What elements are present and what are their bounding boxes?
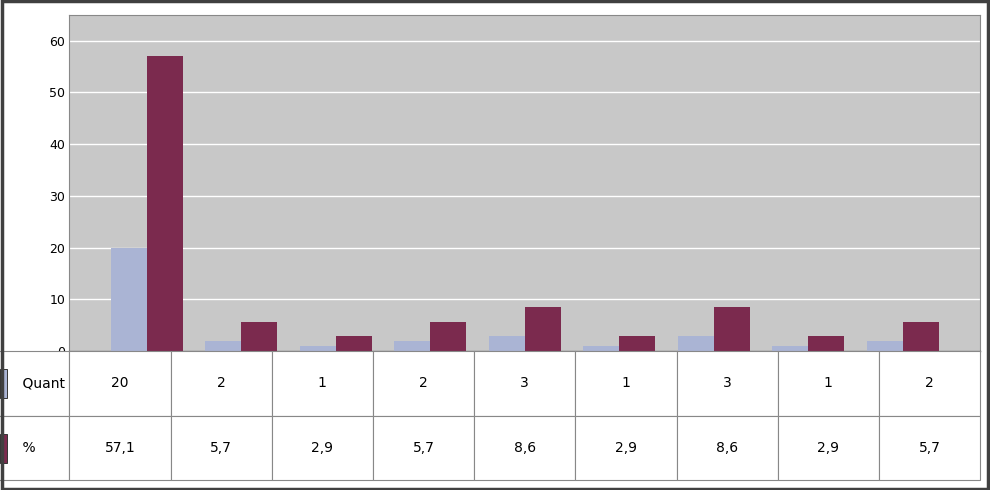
Bar (336, 336, 371, 351)
Bar (867, 341, 903, 351)
Bar (903, 322, 939, 351)
Bar (394, 341, 431, 351)
Bar (205, 341, 242, 351)
Bar (808, 336, 844, 351)
Bar (431, 322, 466, 351)
Bar (300, 346, 336, 351)
Bar (489, 336, 525, 351)
Bar (583, 346, 619, 351)
Bar (147, 55, 182, 351)
Bar (619, 336, 655, 351)
Bar (772, 346, 808, 351)
Bar (111, 247, 147, 351)
Bar (678, 336, 714, 351)
Bar (714, 307, 749, 351)
Bar (525, 307, 560, 351)
Bar (242, 322, 277, 351)
